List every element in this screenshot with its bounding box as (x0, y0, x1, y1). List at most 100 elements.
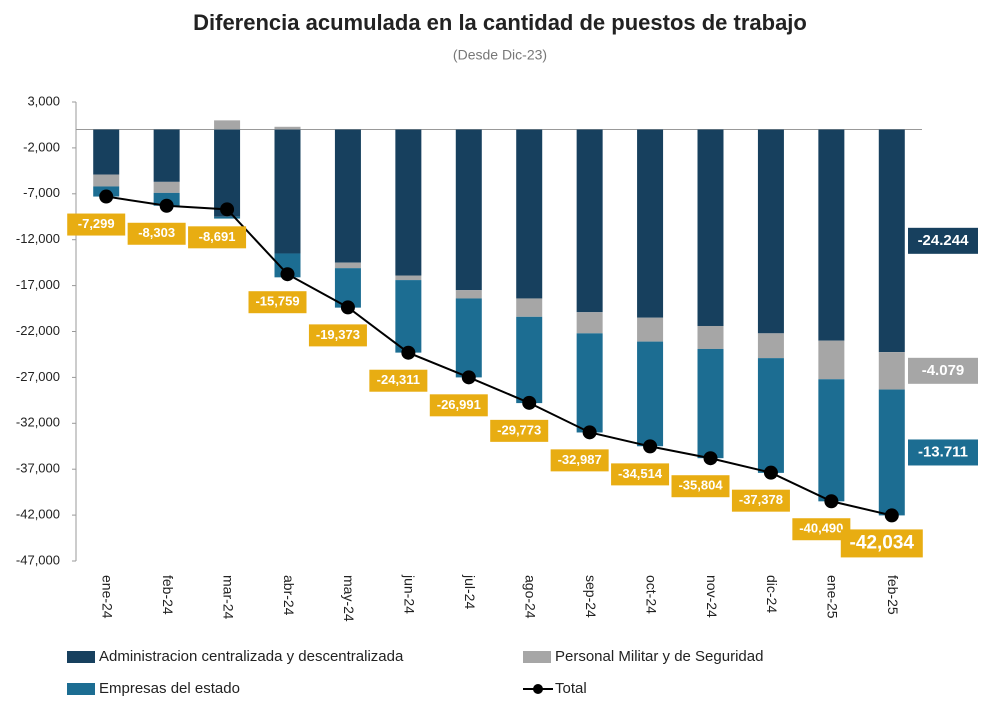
bar (757, 333, 784, 359)
bar (455, 298, 482, 378)
total-label-box (611, 463, 670, 486)
bar (697, 325, 724, 349)
y-tick-label: -27,000 (16, 369, 60, 384)
bar (878, 389, 905, 516)
total-marker (401, 345, 416, 360)
total-label-box (248, 291, 307, 314)
bar (878, 129, 905, 353)
total-marker (461, 370, 476, 385)
y-tick-label: -7,000 (23, 185, 60, 200)
x-tick-label: jun-24 (402, 574, 418, 614)
total-label-box (490, 419, 549, 442)
total-label: -37,378 (739, 492, 783, 507)
bar (637, 129, 664, 318)
total-marker (522, 395, 537, 410)
total-marker (824, 494, 839, 509)
total-label: -8,691 (199, 229, 236, 244)
chart-title: Diferencia acumulada en la cantidad de p… (193, 10, 807, 35)
x-tick-label: ago-24 (523, 575, 539, 619)
x-tick-label: may-24 (341, 575, 357, 622)
total-label: -15,759 (255, 294, 299, 309)
total-label-box (67, 213, 126, 236)
total-line (106, 195, 893, 517)
chart-subtitle: (Desde Dic-23) (453, 47, 547, 63)
x-tick-label: jul-24 (462, 574, 478, 609)
legend-label: Personal Militar y de Seguridad (555, 648, 763, 665)
legend-label: Total (555, 680, 587, 697)
value-label: -13.711 (918, 443, 968, 460)
y-tick-label: -2,000 (23, 139, 60, 154)
bar (697, 348, 724, 459)
bar (516, 298, 543, 317)
bar (757, 129, 784, 334)
total-marker (884, 508, 899, 523)
x-tick-label: sep-24 (583, 575, 599, 618)
total-label-box (308, 324, 367, 347)
bar (395, 129, 422, 276)
total-label-box (840, 529, 923, 558)
y-tick-label: -42,000 (16, 507, 60, 522)
bar (878, 352, 905, 390)
x-tick-label: nov-24 (704, 575, 720, 618)
bar (818, 129, 845, 341)
value-label: -4.079 (922, 362, 965, 379)
bar (516, 129, 543, 299)
total-label: -24,311 (377, 372, 420, 387)
bar (637, 341, 664, 447)
y-tick-label: -47,000 (16, 552, 60, 567)
total-label-box (671, 475, 730, 498)
total-marker (703, 451, 718, 466)
bar (455, 129, 482, 291)
x-tick-label: abr-24 (281, 575, 297, 616)
bar (93, 174, 120, 187)
total-label: -34,514 (618, 466, 663, 481)
bar (576, 129, 603, 313)
bar (93, 129, 120, 175)
bar (395, 275, 422, 281)
x-tick-label: ene-25 (825, 575, 841, 619)
total-marker (643, 439, 658, 454)
y-tick-label: -32,000 (16, 415, 60, 430)
x-tick-label: oct-24 (643, 575, 659, 614)
x-tick-label: dic-24 (764, 575, 780, 613)
value-label-box (908, 357, 978, 384)
y-tick-label: -22,000 (16, 323, 60, 338)
total-label: -40,490 (799, 521, 843, 536)
bar (274, 126, 301, 130)
total-label-box (550, 449, 609, 472)
bar (576, 312, 603, 334)
total-label-box (127, 222, 186, 245)
legend-swatch (67, 683, 95, 695)
total-label: -7,299 (78, 216, 115, 231)
legend-swatch (523, 651, 551, 663)
y-tick-label: -37,000 (16, 461, 60, 476)
total-label-box (731, 489, 790, 512)
x-tick-label: feb-25 (885, 575, 901, 615)
y-tick-label: 3,000 (27, 93, 60, 108)
value-label-box (908, 227, 978, 254)
total-marker (582, 425, 597, 440)
x-tick-label: feb-24 (160, 575, 176, 615)
total-label: -8,303 (138, 225, 175, 240)
total-label: -19,373 (316, 327, 360, 342)
total-label: -35,804 (678, 478, 723, 493)
bar (818, 340, 845, 380)
bar (153, 181, 180, 193)
total-marker (280, 267, 295, 282)
bar (818, 379, 845, 502)
bar (274, 253, 301, 278)
total-marker (159, 198, 174, 213)
x-tick-label: ene-24 (100, 575, 116, 619)
total-marker (99, 189, 114, 204)
y-tick-label: -17,000 (16, 277, 60, 292)
bar (395, 280, 422, 353)
legend-label: Administracion centralizada y descentral… (99, 648, 404, 665)
value-label: -24.244 (918, 232, 970, 249)
bar (455, 290, 482, 299)
bar (153, 129, 180, 182)
bar (214, 216, 241, 219)
bar (697, 129, 724, 326)
y-tick-label: -12,000 (16, 231, 60, 246)
legend-marker (533, 684, 543, 694)
